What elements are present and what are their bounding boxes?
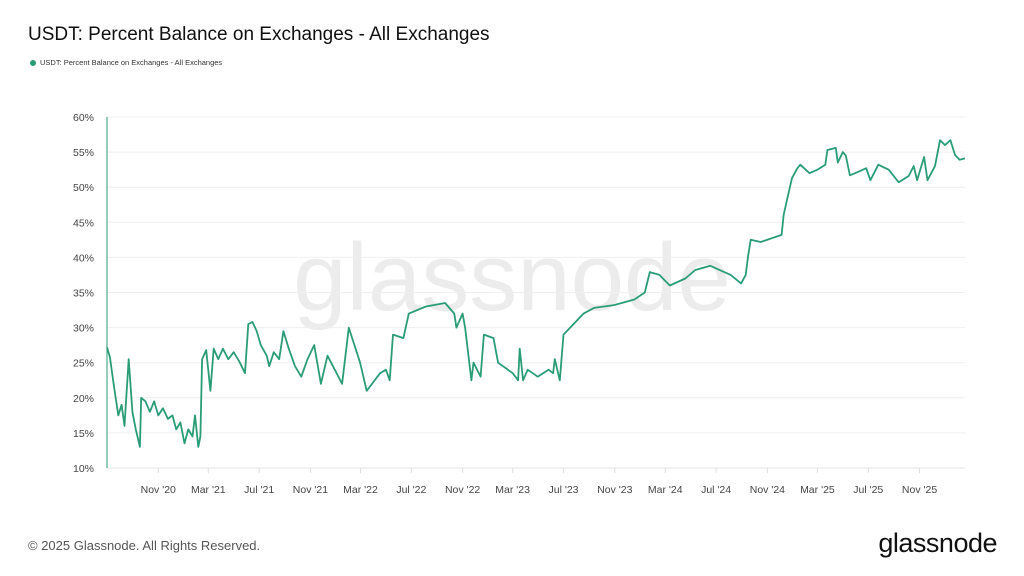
x-tick-label: Mar '25 (800, 484, 835, 496)
x-tick-label: Jul '22 (396, 484, 426, 496)
x-tick-label: Mar '23 (495, 484, 530, 496)
y-tick-label: 35% (73, 288, 94, 300)
x-tick-label: Nov '23 (597, 484, 632, 496)
x-tick-label: Nov '22 (445, 484, 480, 496)
y-tick-label: 20% (73, 393, 94, 405)
y-tick-label: 50% (73, 182, 94, 194)
y-tick-label: 15% (73, 428, 94, 440)
legend-item[interactable]: USDT: Percent Balance on Exchanges - All… (30, 58, 222, 67)
x-axis: Nov '20 Mar '21 Jul '21 Nov '21 Mar '22 Jul '… (107, 467, 965, 496)
y-tick-label: 30% (73, 323, 94, 335)
grid (107, 116, 965, 469)
y-tick-label: 60% (73, 112, 94, 124)
y-tick-label: 55% (73, 147, 94, 159)
y-tick-label: 25% (73, 358, 94, 370)
x-tick-label: Nov '24 (750, 484, 785, 496)
y-tick-label: 10% (73, 463, 94, 475)
legend-label: USDT: Percent Balance on Exchanges - All… (40, 58, 223, 67)
y-tick-label: 40% (73, 252, 94, 264)
x-tick-label: Jul '24 (701, 484, 731, 496)
x-tick-label: Mar '21 (191, 484, 226, 496)
x-tick-label: Jul '21 (244, 484, 274, 496)
watermark: glassnode (293, 224, 731, 331)
chart-title: USDT: Percent Balance on Exchanges - All… (28, 24, 490, 45)
x-tick-label: Mar '24 (648, 484, 683, 496)
x-tick-label: Mar '22 (343, 484, 378, 496)
x-tick-label: Nov '25 (902, 484, 937, 496)
x-tick-label: Nov '21 (293, 484, 328, 496)
y-tick-label: 45% (73, 217, 94, 229)
glassnode-logo: glassnode (878, 528, 997, 558)
y-axis: 10% 15% 20% 25% 30% 35% 40% 45% 50% 55% 60% (73, 112, 94, 475)
x-tick-label: Jul '25 (853, 484, 883, 496)
x-tick-label: Jul '23 (549, 484, 579, 496)
series-line (106, 139, 966, 448)
x-tick-label: Nov '20 (141, 484, 176, 496)
copyright-text: © 2025 Glassnode. All Rights Reserved. (28, 538, 261, 553)
legend-dot-icon (30, 59, 36, 66)
